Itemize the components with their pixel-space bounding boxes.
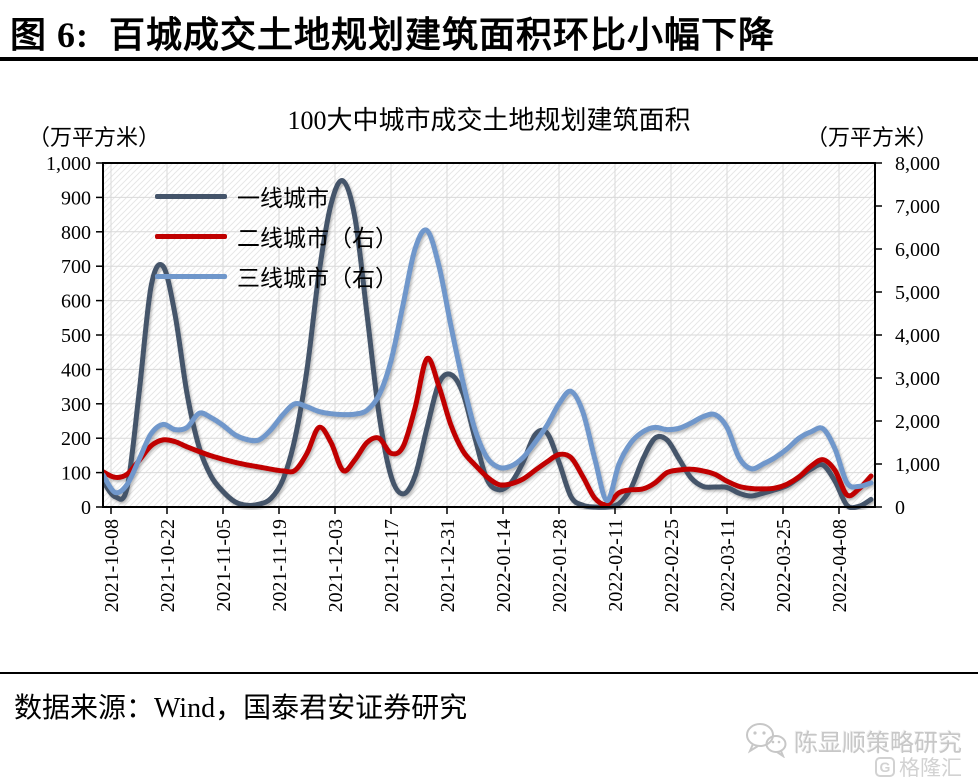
legend-item-tier3: 三线城市（右） [155, 256, 398, 296]
legend: 一线城市 二线城市（右） 三线城市（右） [155, 176, 398, 296]
page-title: 图 6: 百城成交土地规划建筑面积环比小幅下降 [10, 15, 775, 55]
watermark-platform: 格隆汇 [899, 756, 962, 780]
svg-text:1,000: 1,000 [46, 153, 91, 175]
svg-text:2021-12-03: 2021-12-03 [325, 519, 347, 612]
legend-swatch-tier3 [155, 273, 227, 279]
svg-text:2022-04-08: 2022-04-08 [829, 519, 851, 612]
svg-text:2021-11-19: 2021-11-19 [269, 519, 291, 612]
gelonghui-logo: G 格隆汇 [875, 752, 962, 782]
svg-text:6,000: 6,000 [895, 239, 940, 261]
series-line [102, 355, 874, 508]
left-axis-unit: （万平方米） [28, 125, 161, 150]
svg-text:700: 700 [61, 256, 91, 278]
svg-text:2021-12-31: 2021-12-31 [437, 519, 459, 612]
svg-text:0: 0 [895, 497, 905, 519]
legend-label-tier2: 二线城市（右） [237, 226, 398, 251]
svg-text:900: 900 [61, 187, 91, 209]
source-divider [0, 672, 978, 674]
wechat-icon [746, 723, 787, 758]
legend-item-tier1: 一线城市 [155, 176, 398, 216]
svg-text:2,000: 2,000 [895, 411, 940, 433]
svg-text:8,000: 8,000 [895, 153, 940, 175]
svg-text:600: 600 [61, 291, 91, 313]
gelonghui-icon: G [875, 757, 895, 777]
series-line [102, 178, 874, 510]
svg-text:2022-01-28: 2022-01-28 [549, 519, 571, 612]
svg-text:1,000: 1,000 [895, 454, 940, 476]
right-axis-unit: （万平方米） [806, 125, 939, 150]
svg-text:2022-03-11: 2022-03-11 [717, 519, 739, 612]
series-line [102, 227, 874, 504]
svg-text:7,000: 7,000 [895, 196, 940, 218]
svg-text:2021-12-17: 2021-12-17 [381, 519, 403, 612]
svg-text:300: 300 [61, 394, 91, 416]
tick-marks [96, 162, 882, 514]
legend-swatch-tier1 [155, 193, 227, 199]
svg-text:2022-02-11: 2022-02-11 [605, 519, 627, 612]
watermark: 陈显顺策略研究 [744, 722, 962, 758]
source-text: 数据来源：Wind，国泰君安证券研究 [14, 693, 468, 724]
title-rule [0, 57, 978, 61]
svg-text:100: 100 [61, 463, 91, 485]
svg-text:2021-10-22: 2021-10-22 [157, 519, 179, 612]
legend-swatch-tier2 [155, 233, 227, 239]
legend-label-tier1: 一线城市 [237, 186, 329, 211]
series [102, 178, 874, 510]
svg-text:0: 0 [81, 497, 91, 519]
svg-text:400: 400 [61, 359, 91, 381]
svg-text:2022-01-14: 2022-01-14 [493, 519, 515, 612]
legend-item-tier2: 二线城市（右） [155, 216, 398, 256]
watermark-account: 陈显顺策略研究 [794, 730, 962, 757]
legend-label-tier3: 三线城市（右） [237, 266, 398, 291]
svg-text:5,000: 5,000 [895, 282, 940, 304]
svg-text:2021-10-08: 2021-10-08 [101, 519, 123, 612]
gridlines [103, 163, 875, 507]
svg-text:3,000: 3,000 [895, 368, 940, 390]
svg-text:2022-03-25: 2022-03-25 [773, 519, 795, 612]
svg-text:500: 500 [61, 325, 91, 347]
svg-text:2022-02-25: 2022-02-25 [661, 519, 683, 612]
svg-text:800: 800 [61, 222, 91, 244]
chart-title: 100大中城市成交土地规划建筑面积 [287, 106, 691, 135]
svg-text:2021-11-05: 2021-11-05 [213, 519, 235, 612]
svg-text:200: 200 [61, 428, 91, 450]
svg-text:4,000: 4,000 [895, 325, 940, 347]
tick-labels: 0 100 200 300 400 500 600 700 800 900 1,000 0 1,000 2… [46, 153, 940, 612]
